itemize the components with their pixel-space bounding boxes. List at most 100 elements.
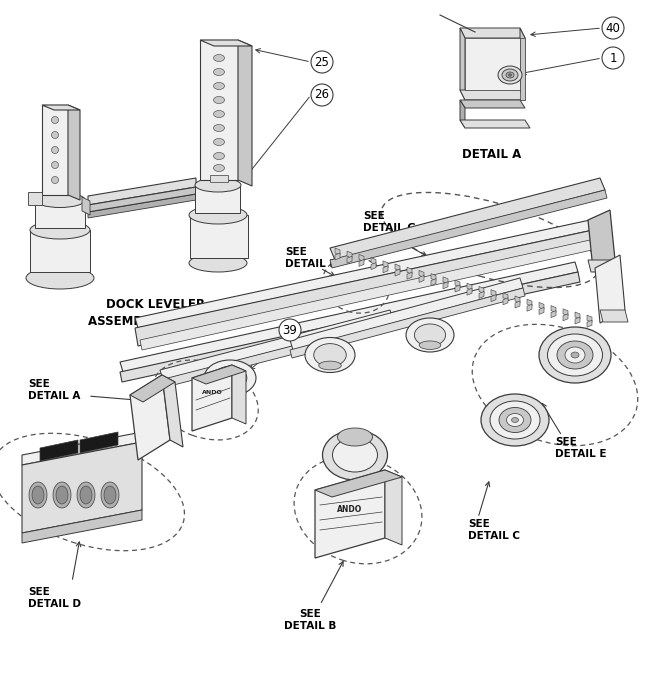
Polygon shape (460, 120, 530, 128)
Polygon shape (192, 365, 246, 384)
Ellipse shape (337, 428, 373, 446)
Circle shape (52, 132, 58, 138)
Text: SEE
DETAIL E: SEE DETAIL E (555, 437, 607, 459)
Text: DETAIL A: DETAIL A (462, 148, 521, 161)
Polygon shape (359, 254, 364, 261)
Ellipse shape (548, 334, 603, 376)
Ellipse shape (415, 324, 445, 346)
Polygon shape (383, 261, 388, 268)
Polygon shape (539, 307, 544, 315)
Polygon shape (330, 190, 607, 268)
Circle shape (279, 319, 301, 341)
Polygon shape (195, 185, 240, 213)
Ellipse shape (26, 267, 94, 289)
Polygon shape (232, 365, 246, 424)
Polygon shape (600, 310, 628, 322)
Polygon shape (88, 178, 196, 205)
Text: SEE
DETAIL G: SEE DETAIL G (363, 211, 416, 233)
Ellipse shape (214, 82, 225, 90)
Polygon shape (588, 260, 618, 272)
Polygon shape (520, 28, 525, 100)
Polygon shape (515, 296, 520, 303)
Text: 25: 25 (314, 55, 329, 68)
Polygon shape (563, 308, 568, 316)
Text: DOCK LEVELER
ASSEMBLY (OPTION): DOCK LEVELER ASSEMBLY (OPTION) (88, 298, 222, 328)
Ellipse shape (189, 254, 247, 272)
Polygon shape (28, 192, 42, 205)
Ellipse shape (305, 338, 355, 373)
Ellipse shape (214, 55, 225, 61)
Polygon shape (395, 264, 400, 271)
Ellipse shape (214, 124, 225, 132)
Polygon shape (443, 281, 448, 289)
Ellipse shape (322, 430, 388, 480)
Polygon shape (527, 304, 532, 311)
Circle shape (52, 161, 58, 169)
Polygon shape (80, 432, 118, 453)
Polygon shape (42, 105, 68, 195)
Ellipse shape (557, 341, 593, 369)
Polygon shape (130, 375, 170, 460)
Polygon shape (479, 292, 484, 298)
Polygon shape (460, 100, 465, 128)
Polygon shape (335, 253, 340, 260)
Ellipse shape (214, 165, 225, 171)
Ellipse shape (29, 482, 47, 508)
Text: SEE
DETAIL B: SEE DETAIL B (284, 609, 336, 631)
Polygon shape (460, 28, 465, 100)
Polygon shape (467, 288, 472, 295)
Polygon shape (160, 310, 393, 380)
Polygon shape (419, 275, 424, 282)
Ellipse shape (30, 221, 90, 239)
Polygon shape (120, 272, 580, 382)
Text: 40: 40 (606, 22, 620, 34)
Ellipse shape (104, 486, 116, 504)
Ellipse shape (508, 74, 512, 76)
Polygon shape (120, 262, 578, 372)
Polygon shape (290, 278, 523, 350)
Text: 26: 26 (314, 88, 329, 101)
Ellipse shape (32, 486, 44, 504)
Polygon shape (347, 256, 352, 263)
Ellipse shape (498, 66, 522, 84)
Ellipse shape (214, 68, 225, 76)
Polygon shape (68, 105, 80, 200)
Polygon shape (491, 290, 496, 296)
Polygon shape (347, 251, 352, 259)
Ellipse shape (195, 178, 241, 192)
Polygon shape (200, 40, 252, 46)
Ellipse shape (213, 367, 247, 389)
Circle shape (311, 51, 333, 73)
Polygon shape (455, 280, 460, 287)
Polygon shape (371, 258, 376, 265)
Ellipse shape (481, 394, 549, 446)
Polygon shape (595, 255, 625, 323)
Polygon shape (135, 230, 596, 346)
Ellipse shape (565, 347, 585, 363)
Polygon shape (35, 200, 85, 228)
Polygon shape (503, 293, 508, 300)
Polygon shape (200, 40, 238, 180)
Ellipse shape (35, 192, 85, 207)
Ellipse shape (214, 153, 225, 159)
Polygon shape (135, 220, 593, 328)
Polygon shape (527, 299, 532, 306)
Text: ANDO: ANDO (202, 391, 223, 396)
Ellipse shape (506, 72, 514, 78)
Polygon shape (479, 286, 484, 294)
Polygon shape (520, 38, 525, 100)
Polygon shape (42, 105, 80, 110)
Polygon shape (315, 470, 385, 558)
Polygon shape (575, 317, 580, 324)
Polygon shape (22, 432, 142, 465)
Polygon shape (290, 288, 525, 358)
Polygon shape (460, 100, 525, 108)
Ellipse shape (314, 344, 346, 367)
Polygon shape (407, 272, 412, 279)
Ellipse shape (214, 111, 225, 117)
Polygon shape (40, 440, 78, 461)
Polygon shape (460, 90, 525, 100)
Ellipse shape (506, 414, 523, 427)
Polygon shape (419, 271, 424, 277)
Circle shape (52, 176, 58, 184)
